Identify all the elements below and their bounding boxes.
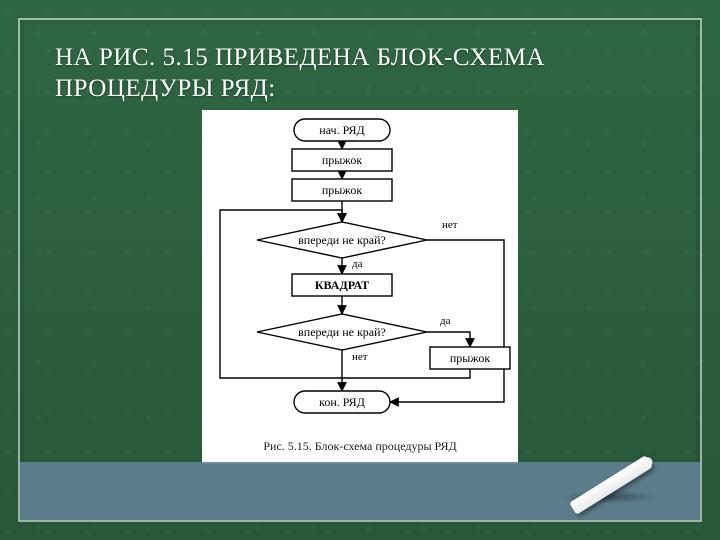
svg-text:кон. РЯД: кон. РЯД xyxy=(319,395,365,409)
slide-title: НА РИС. 5.15 ПРИВЕДЕНА БЛОК-СХЕМА ПРОЦЕД… xyxy=(55,42,665,105)
flowchart-caption: Рис. 5.15. Блок-схема процедуры РЯД xyxy=(263,439,456,453)
flow-node-jump3: прыжок xyxy=(430,347,510,369)
flow-edge-label-8: нет xyxy=(352,351,368,363)
svg-text:нач. РЯД: нач. РЯД xyxy=(319,123,364,137)
flow-edge-label-4: нет xyxy=(442,219,458,231)
flow-node-start: нач. РЯД xyxy=(294,119,390,141)
flow-node-jump2: прыжок xyxy=(292,179,392,201)
flowchart-svg: да нет да нет нач. РЯД прыжок прыжок впереди не… xyxy=(202,110,518,464)
slide: НА РИС. 5.15 ПРИВЕДЕНА БЛОК-СХЕМА ПРОЦЕД… xyxy=(0,0,720,540)
flow-node-cond2: впереди не край? xyxy=(257,314,427,350)
svg-text:прыжок: прыжок xyxy=(450,351,490,365)
svg-text:прыжок: прыжок xyxy=(322,183,362,197)
svg-text:КВАДРАТ: КВАДРАТ xyxy=(315,278,369,292)
flow-node-kvadrat: КВАДРАТ xyxy=(292,274,392,296)
flow-node-end: кон. РЯД xyxy=(294,391,390,413)
flow-edge-label-6: да xyxy=(440,315,451,327)
flowchart-panel: да нет да нет нач. РЯД прыжок прыжок впереди не… xyxy=(202,110,518,464)
flow-node-jump1: прыжок xyxy=(292,149,392,171)
svg-text:прыжок: прыжок xyxy=(322,153,362,167)
svg-text:впереди не край?: впереди не край? xyxy=(298,325,386,339)
flow-node-cond1: впереди не край? xyxy=(257,222,427,258)
flow-edge-6 xyxy=(427,332,470,347)
svg-text:впереди не край?: впереди не край? xyxy=(298,233,386,247)
flow-edge-label-3: да xyxy=(352,258,363,270)
